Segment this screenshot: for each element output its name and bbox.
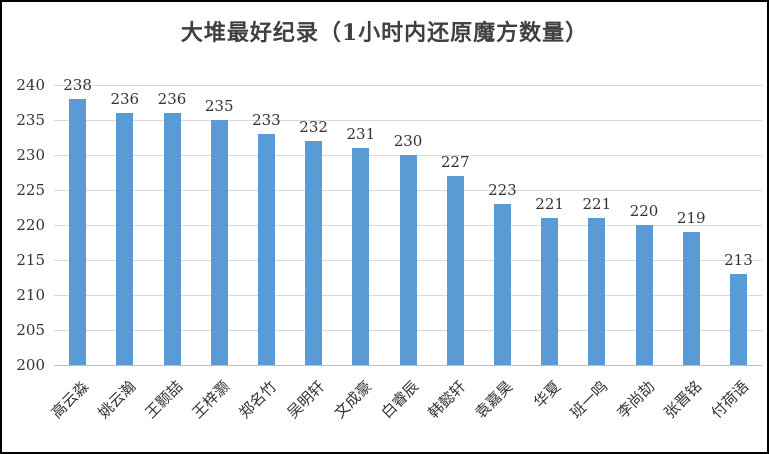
bar[interactable] <box>352 148 370 365</box>
x-axis-category-label: 付荷语 <box>707 377 753 422</box>
bar-data-label: 235 <box>204 97 234 115</box>
bar-data-label: 236 <box>157 90 187 108</box>
bar[interactable] <box>399 155 417 365</box>
bar-slot: 227 <box>432 85 479 365</box>
bar-slot: 213 <box>715 85 762 365</box>
bar-data-label: 223 <box>488 181 517 199</box>
x-axis-line <box>54 365 762 366</box>
bar[interactable] <box>257 134 275 365</box>
x-axis-category-label: 袁嘉昊 <box>471 377 517 422</box>
x-axis-category-label: 姚云瀚 <box>94 377 139 422</box>
bar-slot: 221 <box>526 85 573 365</box>
bar-data-label: 221 <box>582 195 612 213</box>
bar-slot: 223 <box>479 85 526 365</box>
x-axis-category-label: 班一鸣 <box>566 377 611 422</box>
bar[interactable] <box>682 232 700 365</box>
gridline <box>54 120 762 121</box>
x-axis-category-label: 李尚劼 <box>613 377 659 422</box>
bar-slot: 232 <box>290 85 337 365</box>
y-axis-tick-label: 230 <box>16 146 45 164</box>
bar[interactable] <box>541 218 559 365</box>
bar[interactable] <box>69 99 87 365</box>
y-axis-tick-label: 210 <box>16 286 45 304</box>
bar-series: 238 236 236 235 233 232 231 230 227 223 221 221 220 2… <box>54 76 762 365</box>
gridline <box>54 85 762 86</box>
x-axis-category-label: 华夏 <box>529 377 564 412</box>
bar-slot: 231 <box>337 85 384 365</box>
x-axis-category-label: 韩懿轩 <box>424 377 470 422</box>
x-axis-category-label: 文成豪 <box>330 377 375 422</box>
bar-data-label: 213 <box>724 251 753 269</box>
bar-data-label: 230 <box>393 132 423 150</box>
bar-slot: 235 <box>196 85 243 365</box>
bar[interactable] <box>446 176 464 365</box>
y-axis-tick-label: 220 <box>16 216 45 234</box>
bar[interactable] <box>635 225 653 365</box>
bar-data-label: 220 <box>629 202 659 220</box>
x-axis-category-label: 吴明轩 <box>283 377 328 422</box>
bar[interactable] <box>163 113 181 365</box>
bar-data-label: 227 <box>440 153 470 171</box>
bar[interactable] <box>210 120 228 365</box>
bar-slot: 230 <box>384 85 431 365</box>
y-axis-tick-label: 235 <box>16 111 45 129</box>
y-axis-tick-label: 225 <box>16 181 45 199</box>
bar-data-label: 238 <box>63 76 92 94</box>
bar[interactable] <box>729 274 747 365</box>
bar-slot: 238 <box>54 76 101 365</box>
y-axis-tick-label: 200 <box>16 356 45 374</box>
bar-slot: 220 <box>620 85 667 365</box>
bar-slot: 219 <box>668 85 715 365</box>
bar-slot: 236 <box>148 85 195 365</box>
x-axis-category-label: 王颢喆 <box>141 377 187 422</box>
bar-data-label: 232 <box>299 118 328 136</box>
y-axis-tick-label: 205 <box>16 321 45 339</box>
plot-area: 238 236 236 235 233 232 231 230 227 223 221 221 220 2… <box>54 76 762 366</box>
y-axis-tick-label: 215 <box>16 251 45 269</box>
bar-data-label: 219 <box>676 209 706 227</box>
x-axis: 高云淼 姚云瀚 王颢喆 王梓灏 郑名竹 吴明轩 文成豪 白睿辰 韩懿轩 袁嘉昊 华夏 班一鸣 李尚劼 张晋… <box>47 368 762 452</box>
bar-data-label: 221 <box>535 195 564 213</box>
chart-title: 大堆最好纪录（1小时内还原魔方数量） <box>180 20 589 46</box>
bar[interactable] <box>588 218 606 365</box>
x-axis-category-label: 高云淼 <box>47 377 92 422</box>
bar[interactable] <box>493 204 511 365</box>
bar-slot: 233 <box>243 85 290 365</box>
y-axis: 200 205 210 215 220 225 230 235 240 <box>2 76 49 374</box>
x-axis-category-label: 白睿辰 <box>377 377 423 422</box>
x-axis-category-label: 郑名竹 <box>235 377 281 422</box>
bar[interactable] <box>305 141 323 365</box>
bar-data-label: 231 <box>346 125 376 143</box>
x-axis-category-label: 王梓灏 <box>188 377 234 422</box>
bar-slot: 236 <box>101 85 148 365</box>
y-axis-tick-label: 240 <box>16 76 45 94</box>
bar[interactable] <box>116 113 134 365</box>
bar-slot: 221 <box>573 85 620 365</box>
bar-data-label: 236 <box>110 90 140 108</box>
x-axis-category-label: 张晋铭 <box>660 377 706 422</box>
bar-data-label: 233 <box>252 111 281 129</box>
